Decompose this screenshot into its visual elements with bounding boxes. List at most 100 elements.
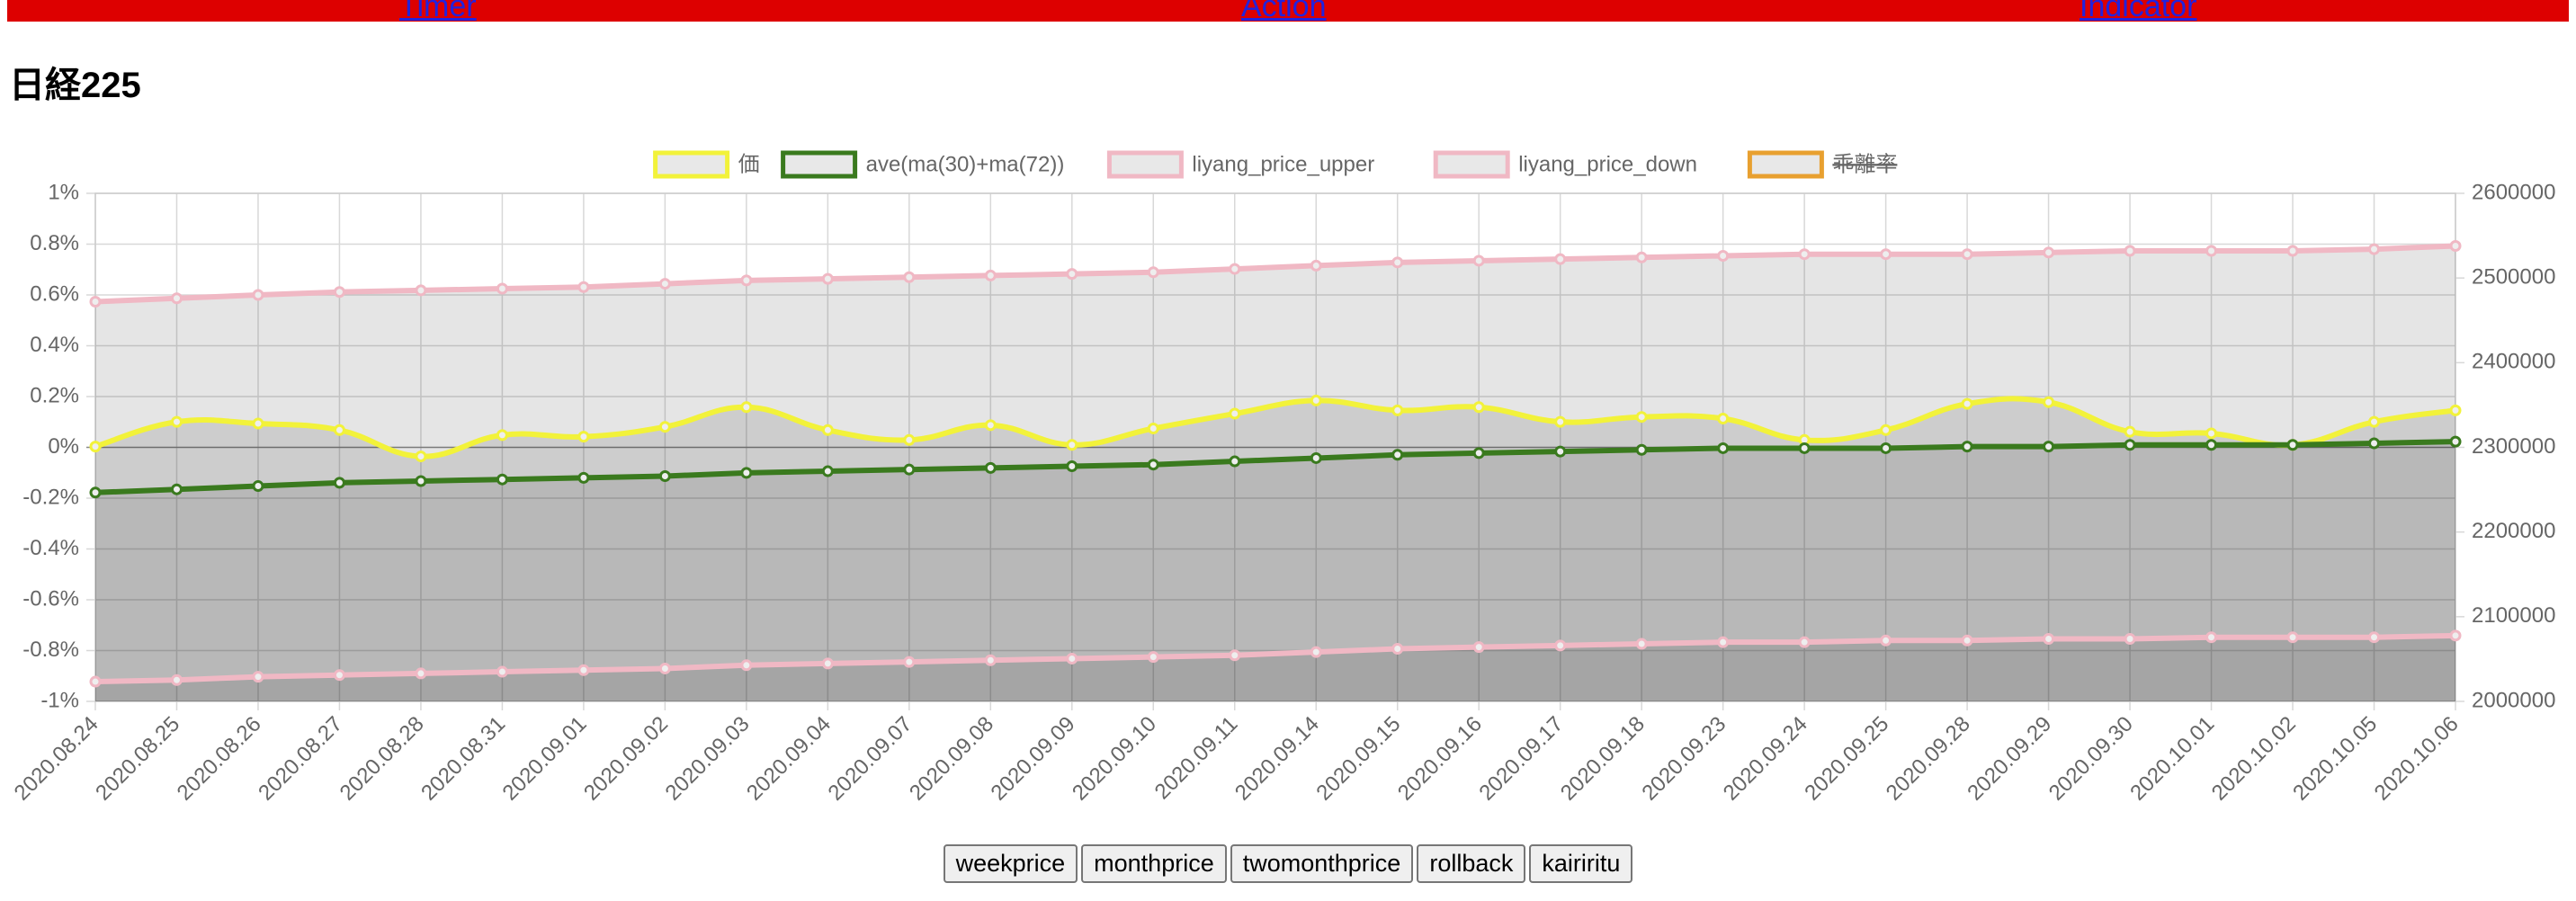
x-tick-label: 2020.09.10 — [1068, 712, 1161, 806]
data-point — [2124, 425, 2136, 438]
data-point — [821, 424, 834, 436]
legend-label: ave(ma(30)+ma(72)) — [866, 152, 1065, 176]
button[interactable]: rollback — [1417, 844, 1526, 883]
data-point — [333, 286, 345, 299]
x-tick-label: 2020.09.16 — [1393, 712, 1487, 806]
data-point — [1717, 636, 1730, 648]
data-point — [415, 284, 427, 297]
data-point — [2043, 246, 2055, 259]
data-point — [2368, 415, 2381, 428]
y-tick-label: 0.2% — [30, 383, 79, 407]
data-point — [2286, 245, 2299, 257]
y2-tick-label: 2000000 — [2472, 688, 2555, 712]
data-point — [658, 662, 671, 674]
x-tick-label: 2020.09.04 — [742, 712, 836, 806]
nav-link[interactable]: Timer — [399, 0, 477, 22]
data-point — [1635, 638, 1648, 650]
data-point — [333, 424, 345, 436]
data-point — [89, 441, 102, 453]
data-point — [2368, 437, 2381, 450]
y-tick-label: 0.4% — [30, 333, 79, 357]
x-tick-label: 2020.09.24 — [1719, 712, 1812, 806]
data-point — [1961, 634, 1973, 647]
data-point — [2205, 245, 2218, 257]
x-tick-label: 2020.09.29 — [1963, 712, 2056, 806]
data-point — [1229, 455, 1241, 468]
data-point — [170, 674, 183, 686]
data-point — [2286, 439, 2299, 451]
data-point — [1147, 651, 1159, 664]
legend-swatch — [1106, 150, 1184, 179]
data-point — [821, 657, 834, 670]
legend[interactable]: 価 ave(ma(30)+ma(72)) liyang_price_upper liy… — [653, 150, 1898, 179]
data-point — [2043, 396, 2055, 408]
data-point — [903, 433, 916, 446]
data-point — [2368, 631, 2381, 644]
data-point — [1391, 643, 1404, 656]
nav-link[interactable]: Action — [1241, 0, 1327, 22]
x-tick-label: 2020.09.01 — [498, 712, 592, 806]
x-tick-label: 2020.09.23 — [1637, 712, 1731, 806]
data-point — [89, 486, 102, 499]
data-point — [1391, 256, 1404, 269]
data-point — [1310, 394, 1322, 406]
data-point — [170, 292, 183, 305]
series-area — [95, 442, 2455, 701]
data-point — [496, 473, 508, 486]
data-point — [1880, 442, 1892, 454]
data-point — [1798, 636, 1811, 648]
data-point — [1961, 248, 1973, 261]
data-point — [2449, 629, 2462, 642]
data-point — [252, 417, 264, 430]
legend-swatch — [1747, 150, 1824, 179]
series-line — [94, 439, 2456, 495]
data-point — [1066, 268, 1078, 281]
data-point — [2286, 631, 2299, 644]
data-point — [2043, 633, 2055, 646]
data-point — [2124, 439, 2136, 451]
legend-label: 乖離率 — [1832, 152, 1897, 176]
x-tick-label: 2020.08.26 — [173, 712, 266, 806]
button[interactable]: weekprice — [943, 844, 1078, 883]
data-point — [1635, 443, 1648, 456]
data-point — [658, 470, 671, 483]
data-point — [984, 654, 997, 666]
y-tick-label: 1% — [48, 180, 79, 204]
data-point — [2449, 435, 2462, 448]
legend-label: 価 — [738, 152, 760, 176]
data-point — [1554, 415, 1567, 428]
data-point — [984, 419, 997, 432]
data-point — [658, 421, 671, 433]
data-point — [1472, 641, 1485, 654]
x-tick-label: 2020.08.24 — [10, 712, 103, 806]
x-tick-label: 2020.09.18 — [1556, 712, 1650, 806]
series-line — [94, 396, 2456, 459]
button[interactable]: monthprice — [1081, 844, 1227, 883]
data-point — [2043, 441, 2055, 453]
data-point — [1880, 424, 1892, 436]
data-point — [577, 281, 590, 293]
data-point — [821, 272, 834, 285]
data-point — [2205, 427, 2218, 440]
x-tick-label: 2020.08.27 — [254, 712, 347, 806]
button[interactable]: twomonthprice — [1230, 844, 1414, 883]
x-tick-label: 2020.09.15 — [1311, 712, 1405, 806]
button[interactable]: kairiritu — [1529, 844, 1633, 883]
data-point — [1066, 459, 1078, 472]
nav-link[interactable]: Indicator — [2080, 0, 2197, 22]
x-tick-label: 2020.09.17 — [1474, 712, 1568, 806]
data-point — [740, 401, 753, 414]
data-point — [577, 471, 590, 484]
data-point — [496, 282, 508, 295]
data-point — [1310, 259, 1322, 272]
data-point — [1961, 441, 1973, 453]
data-point — [2368, 243, 2381, 255]
data-point — [415, 667, 427, 680]
data-point — [1554, 445, 1567, 458]
data-point — [1147, 459, 1159, 471]
data-point — [1229, 263, 1241, 275]
legend-label: liyang_price_upper — [1192, 152, 1374, 176]
x-tick-label: 2020.09.08 — [905, 712, 998, 806]
data-point — [1391, 404, 1404, 416]
